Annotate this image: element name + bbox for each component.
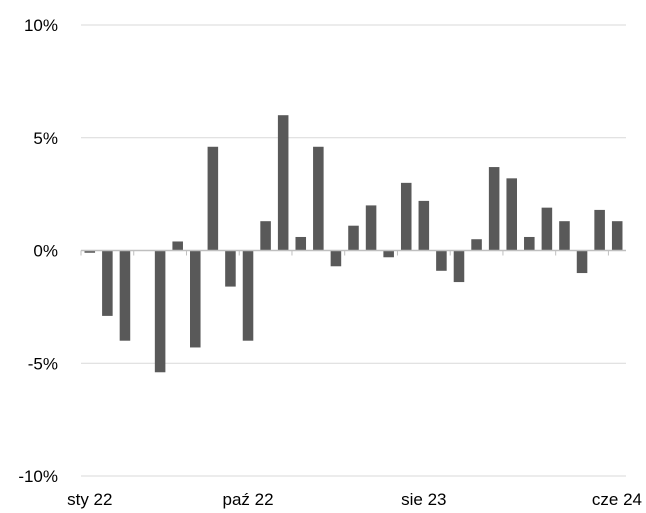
- y-tick-label: 5%: [33, 129, 58, 148]
- bar: [418, 200, 430, 251]
- bar: [365, 205, 377, 251]
- y-axis-labels: -10% -5% 0% 5% 10%: [18, 16, 58, 486]
- bars: [84, 115, 623, 373]
- bar: [154, 250, 166, 373]
- bar: [277, 115, 289, 251]
- bar: [295, 236, 307, 251]
- x-tick-label: sie 23: [401, 490, 446, 509]
- bar: [330, 250, 342, 267]
- bar: [576, 250, 588, 274]
- bar: [225, 250, 236, 287]
- bar: [471, 239, 482, 251]
- x-tick-label: paź 22: [222, 490, 273, 509]
- bar: [207, 146, 219, 251]
- bar: [190, 250, 201, 348]
- bar: [348, 225, 359, 251]
- bar: [242, 250, 254, 341]
- x-tick-label: cze 24: [592, 490, 642, 509]
- bar: [506, 178, 517, 251]
- bar: [400, 182, 412, 251]
- x-tick-label: sty 22: [67, 490, 112, 509]
- bar: [172, 241, 183, 251]
- bar: [611, 221, 623, 251]
- bar: [119, 250, 131, 341]
- bar: [436, 250, 447, 271]
- y-tick-label: 10%: [24, 16, 58, 35]
- x-axis-labels: sty 22 paź 22 sie 23 cze 24: [67, 490, 642, 509]
- bar: [313, 146, 324, 251]
- bar: [102, 250, 113, 316]
- bar: [260, 221, 271, 251]
- gridlines: [81, 24, 626, 477]
- bar: [453, 250, 465, 283]
- bar: [488, 167, 500, 251]
- bar: [84, 250, 96, 253]
- x-axis: [80, 249, 626, 256]
- y-tick-label: -5%: [28, 354, 58, 373]
- bar: [541, 207, 553, 251]
- y-tick-label: 0%: [33, 242, 58, 261]
- bar: [594, 209, 605, 251]
- bar: [524, 236, 535, 251]
- bar: [383, 250, 394, 258]
- y-tick-label: -10%: [18, 467, 58, 486]
- bar: [559, 221, 570, 251]
